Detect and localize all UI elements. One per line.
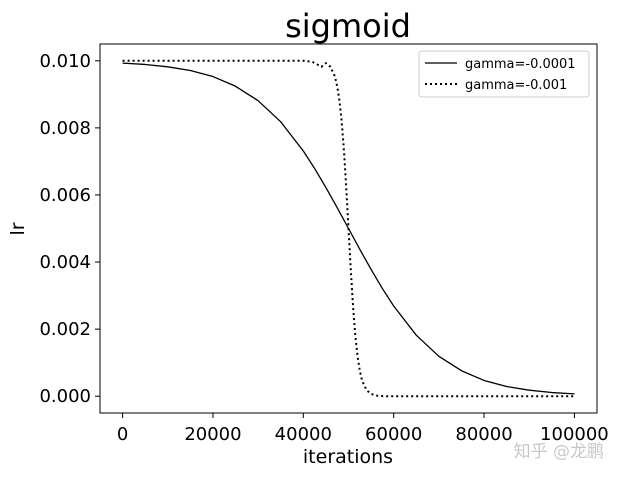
y-tick-label: 0.008 (39, 118, 91, 139)
y-axis-ticks: 0.000 0.002 0.004 0.006 0.008 0.010 (39, 51, 100, 407)
y-tick-label: 0.000 (39, 386, 91, 407)
axes-frame (99, 43, 598, 414)
x-tick-label: 80000 (455, 424, 512, 445)
legend-label-series-2: gamma=-0.001 (465, 78, 567, 93)
x-axis-label: iterations (303, 446, 393, 468)
legend: gamma=-0.0001 gamma=-0.001 (418, 50, 590, 98)
plot-area (122, 59, 575, 398)
y-axis-label: lr (7, 222, 29, 235)
legend-box (418, 50, 590, 98)
y-tick-label: 0.004 (39, 252, 91, 273)
y-tick-label: 0.002 (39, 319, 91, 340)
y-tick-label: 0.010 (39, 51, 91, 72)
x-axis-ticks: 0 20000 40000 60000 80000 100000 (117, 413, 609, 445)
x-tick-label: 0 (117, 424, 128, 445)
y-tick-label: 0.006 (39, 185, 91, 206)
x-tick-label: 20000 (184, 424, 241, 445)
x-tick-label: 100000 (540, 424, 609, 445)
x-tick-label: 60000 (365, 424, 422, 445)
chart-title: sigmoid (285, 7, 411, 45)
x-tick-label: 40000 (275, 424, 332, 445)
watermark: 知乎 @龙鹏 (514, 442, 604, 462)
series-line-2 (122, 59, 575, 398)
legend-label-series-1: gamma=-0.0001 (465, 57, 576, 72)
